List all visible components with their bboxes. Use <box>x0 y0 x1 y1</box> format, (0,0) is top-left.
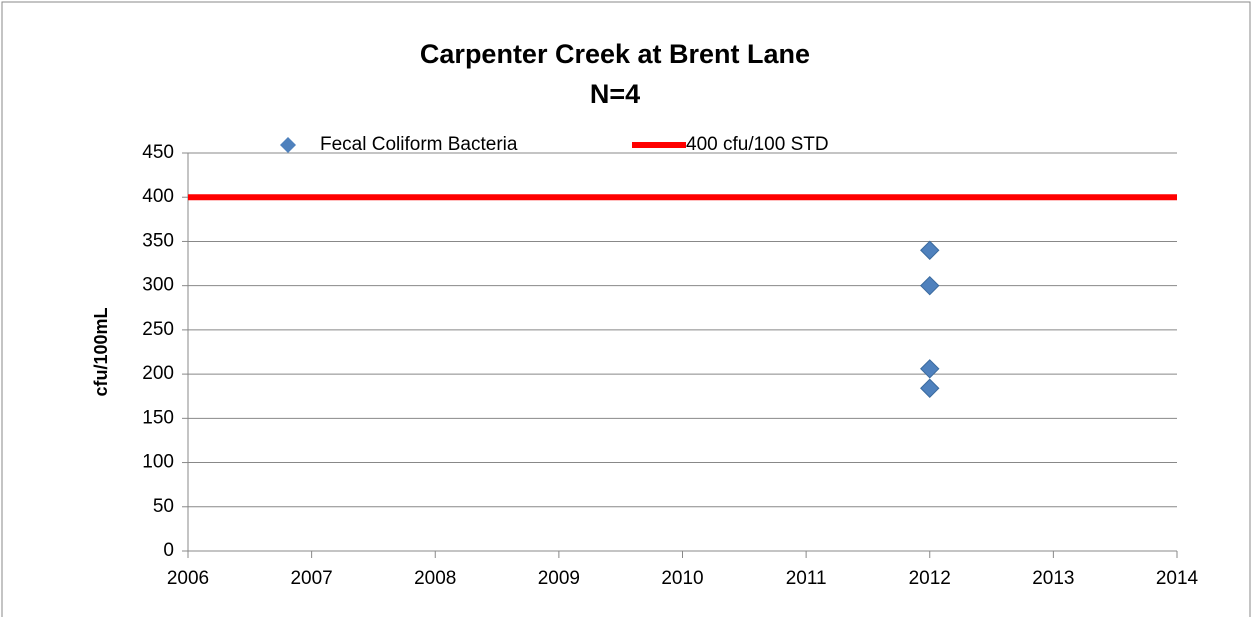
x-tick-label: 2012 <box>909 568 951 589</box>
x-tick-label: 2011 <box>786 568 827 589</box>
data-point <box>920 240 940 260</box>
x-tick-label: 2006 <box>167 568 209 589</box>
data-point <box>920 359 940 379</box>
x-tick-label: 2013 <box>1032 568 1074 589</box>
chart-title: Carpenter Creek at Brent Lane <box>420 39 810 69</box>
x-tick-label: 2010 <box>661 568 703 589</box>
legend-swatch <box>280 137 296 153</box>
y-tick-label: 150 <box>142 407 174 428</box>
data-point <box>920 378 940 398</box>
y-tick-label: 50 <box>153 496 174 517</box>
y-tick-label: 400 <box>142 186 174 207</box>
chart-subtitle: N=4 <box>590 79 640 109</box>
y-tick-label: 350 <box>142 230 174 251</box>
y-tick-label: 100 <box>142 452 174 473</box>
y-tick-label: 300 <box>142 275 174 296</box>
x-tick-label: 2014 <box>1156 568 1199 589</box>
x-tick-label: 2008 <box>414 568 456 589</box>
x-tick-label: 2009 <box>538 568 580 589</box>
x-tick-label: 2007 <box>290 568 332 589</box>
legend-label: Fecal Coliform Bacteria <box>320 134 518 155</box>
data-point <box>920 275 940 296</box>
y-tick-label: 250 <box>142 319 174 340</box>
legend-label: 400 cfu/100 STD <box>686 134 829 155</box>
y-axis-label: cfu/100mL <box>91 307 111 396</box>
y-tick-label: 450 <box>142 142 174 163</box>
y-tick-label: 0 <box>163 540 174 561</box>
y-tick-label: 200 <box>142 363 174 384</box>
